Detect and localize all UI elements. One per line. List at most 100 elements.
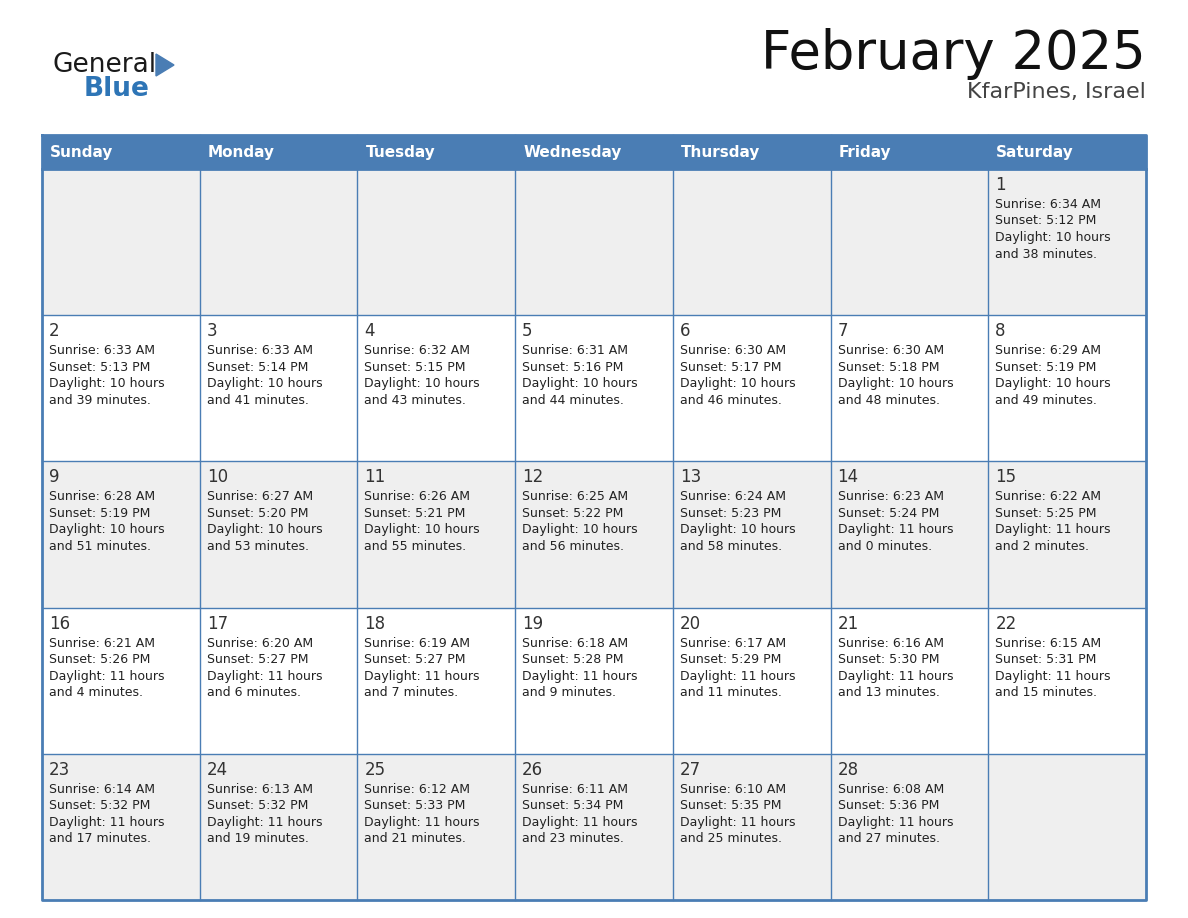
Text: Sunset: 5:22 PM: Sunset: 5:22 PM <box>523 507 624 520</box>
Text: 18: 18 <box>365 614 386 633</box>
FancyBboxPatch shape <box>830 315 988 462</box>
Text: and 39 minutes.: and 39 minutes. <box>49 394 151 407</box>
Text: Daylight: 11 hours: Daylight: 11 hours <box>523 669 638 683</box>
Text: and 43 minutes.: and 43 minutes. <box>365 394 467 407</box>
Text: and 21 minutes.: and 21 minutes. <box>365 833 467 845</box>
Text: Sunset: 5:19 PM: Sunset: 5:19 PM <box>49 507 151 520</box>
Text: 19: 19 <box>523 614 543 633</box>
Text: and 11 minutes.: and 11 minutes. <box>680 686 782 700</box>
Text: Sunrise: 6:08 AM: Sunrise: 6:08 AM <box>838 783 943 796</box>
FancyBboxPatch shape <box>672 169 830 315</box>
Text: Daylight: 10 hours: Daylight: 10 hours <box>49 523 165 536</box>
Text: 16: 16 <box>49 614 70 633</box>
Text: Sunrise: 6:31 AM: Sunrise: 6:31 AM <box>523 344 628 357</box>
Text: Sunrise: 6:27 AM: Sunrise: 6:27 AM <box>207 490 312 503</box>
Text: Sunset: 5:36 PM: Sunset: 5:36 PM <box>838 800 939 812</box>
FancyBboxPatch shape <box>42 315 200 462</box>
Text: Thursday: Thursday <box>681 144 760 160</box>
FancyBboxPatch shape <box>42 754 200 900</box>
Text: Tuesday: Tuesday <box>366 144 435 160</box>
Text: Daylight: 10 hours: Daylight: 10 hours <box>207 377 322 390</box>
Text: 25: 25 <box>365 761 386 778</box>
Text: Daylight: 10 hours: Daylight: 10 hours <box>207 523 322 536</box>
Text: February 2025: February 2025 <box>762 28 1146 80</box>
FancyBboxPatch shape <box>830 754 988 900</box>
Text: KfarPines, Israel: KfarPines, Israel <box>967 82 1146 102</box>
Text: Sunrise: 6:18 AM: Sunrise: 6:18 AM <box>523 636 628 650</box>
Text: Sunset: 5:12 PM: Sunset: 5:12 PM <box>996 215 1097 228</box>
FancyBboxPatch shape <box>672 608 830 754</box>
Text: and 6 minutes.: and 6 minutes. <box>207 686 301 700</box>
Text: and 46 minutes.: and 46 minutes. <box>680 394 782 407</box>
Text: 3: 3 <box>207 322 217 341</box>
Text: 10: 10 <box>207 468 228 487</box>
Text: Daylight: 10 hours: Daylight: 10 hours <box>49 377 165 390</box>
Text: Monday: Monday <box>208 144 274 160</box>
Text: Sunset: 5:17 PM: Sunset: 5:17 PM <box>680 361 782 374</box>
Text: Sunrise: 6:20 AM: Sunrise: 6:20 AM <box>207 636 312 650</box>
Text: Daylight: 11 hours: Daylight: 11 hours <box>207 669 322 683</box>
FancyBboxPatch shape <box>200 608 358 754</box>
Text: Sunrise: 6:22 AM: Sunrise: 6:22 AM <box>996 490 1101 503</box>
FancyBboxPatch shape <box>988 315 1146 462</box>
Text: and 7 minutes.: and 7 minutes. <box>365 686 459 700</box>
FancyBboxPatch shape <box>200 462 358 608</box>
Text: Sunrise: 6:32 AM: Sunrise: 6:32 AM <box>365 344 470 357</box>
Text: Sunset: 5:25 PM: Sunset: 5:25 PM <box>996 507 1097 520</box>
Text: Sunrise: 6:30 AM: Sunrise: 6:30 AM <box>838 344 943 357</box>
Text: Sunset: 5:16 PM: Sunset: 5:16 PM <box>523 361 624 374</box>
Text: Daylight: 10 hours: Daylight: 10 hours <box>365 377 480 390</box>
Text: Daylight: 11 hours: Daylight: 11 hours <box>838 523 953 536</box>
FancyBboxPatch shape <box>516 169 672 315</box>
FancyBboxPatch shape <box>830 169 988 315</box>
FancyBboxPatch shape <box>988 754 1146 900</box>
Text: Sunset: 5:28 PM: Sunset: 5:28 PM <box>523 653 624 666</box>
FancyBboxPatch shape <box>672 315 830 462</box>
Text: 21: 21 <box>838 614 859 633</box>
Polygon shape <box>156 54 173 76</box>
FancyBboxPatch shape <box>358 754 516 900</box>
Text: Sunset: 5:34 PM: Sunset: 5:34 PM <box>523 800 624 812</box>
FancyBboxPatch shape <box>42 135 1146 169</box>
FancyBboxPatch shape <box>200 754 358 900</box>
Text: 11: 11 <box>365 468 386 487</box>
Text: Sunset: 5:29 PM: Sunset: 5:29 PM <box>680 653 782 666</box>
Text: General: General <box>52 52 156 78</box>
Text: Daylight: 10 hours: Daylight: 10 hours <box>838 377 953 390</box>
Text: Sunrise: 6:30 AM: Sunrise: 6:30 AM <box>680 344 786 357</box>
Text: Sunrise: 6:24 AM: Sunrise: 6:24 AM <box>680 490 785 503</box>
Text: 4: 4 <box>365 322 375 341</box>
Text: and 51 minutes.: and 51 minutes. <box>49 540 151 553</box>
Text: Sunset: 5:30 PM: Sunset: 5:30 PM <box>838 653 939 666</box>
Text: Sunset: 5:23 PM: Sunset: 5:23 PM <box>680 507 782 520</box>
Text: 20: 20 <box>680 614 701 633</box>
Text: Sunrise: 6:33 AM: Sunrise: 6:33 AM <box>49 344 154 357</box>
Text: Daylight: 10 hours: Daylight: 10 hours <box>680 377 796 390</box>
Text: 14: 14 <box>838 468 859 487</box>
FancyBboxPatch shape <box>672 754 830 900</box>
Text: and 55 minutes.: and 55 minutes. <box>365 540 467 553</box>
Text: Daylight: 11 hours: Daylight: 11 hours <box>365 669 480 683</box>
FancyBboxPatch shape <box>830 462 988 608</box>
Text: Daylight: 11 hours: Daylight: 11 hours <box>207 816 322 829</box>
Text: 17: 17 <box>207 614 228 633</box>
Text: Blue: Blue <box>84 76 150 102</box>
FancyBboxPatch shape <box>42 608 200 754</box>
Text: Sunrise: 6:28 AM: Sunrise: 6:28 AM <box>49 490 156 503</box>
Text: Sunset: 5:27 PM: Sunset: 5:27 PM <box>207 653 308 666</box>
Text: Daylight: 10 hours: Daylight: 10 hours <box>365 523 480 536</box>
Text: Sunset: 5:18 PM: Sunset: 5:18 PM <box>838 361 939 374</box>
Text: and 2 minutes.: and 2 minutes. <box>996 540 1089 553</box>
Text: 8: 8 <box>996 322 1006 341</box>
Text: Sunset: 5:32 PM: Sunset: 5:32 PM <box>207 800 308 812</box>
Text: and 53 minutes.: and 53 minutes. <box>207 540 309 553</box>
FancyBboxPatch shape <box>200 169 358 315</box>
Text: and 17 minutes.: and 17 minutes. <box>49 833 151 845</box>
Text: Sunset: 5:15 PM: Sunset: 5:15 PM <box>365 361 466 374</box>
FancyBboxPatch shape <box>988 462 1146 608</box>
FancyBboxPatch shape <box>358 169 516 315</box>
Text: and 4 minutes.: and 4 minutes. <box>49 686 143 700</box>
Text: Sunset: 5:33 PM: Sunset: 5:33 PM <box>365 800 466 812</box>
FancyBboxPatch shape <box>358 315 516 462</box>
Text: Sunrise: 6:34 AM: Sunrise: 6:34 AM <box>996 198 1101 211</box>
